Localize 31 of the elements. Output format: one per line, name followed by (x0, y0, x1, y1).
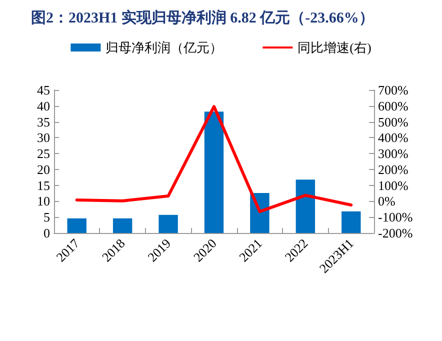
y-tick-label: 45 (37, 82, 50, 98)
bar (112, 218, 132, 233)
bar (296, 180, 316, 233)
x-tick-label: 2021 (236, 236, 266, 265)
line-series (75, 105, 353, 214)
y-tick-label: 40 (37, 98, 50, 114)
y-tick-label: 5 (44, 210, 50, 225)
legend-label: 同比增速(右) (298, 40, 372, 55)
y-tick-label: 15 (37, 178, 50, 193)
y-tick-label: 10 (37, 194, 50, 209)
y2-tick-label: -200% (378, 226, 413, 240)
y2-tick-label: 600% (378, 98, 408, 114)
y-tick-label: 25 (37, 146, 50, 162)
y2-tick-label: 700% (378, 82, 408, 98)
bar (67, 218, 86, 233)
y-tick-label: 20 (37, 162, 50, 177)
legend-label: 归母净利润（亿元） (106, 40, 223, 55)
y2-tick-label: -100% (378, 210, 413, 225)
y-tick-label: 35 (37, 114, 50, 130)
bar (204, 112, 224, 233)
chart-title: 图2：2023H1 实现归母净利润 6.82 亿元（-23.66%） (31, 8, 374, 26)
y2-tick-label: 0% (378, 194, 396, 209)
y2-tick-label: 100% (378, 178, 408, 193)
y2-tick-label: 500% (378, 114, 408, 130)
y2-tick-label: 200% (378, 162, 408, 177)
y-tick-label: 30 (37, 130, 50, 146)
y2-tick-label: 300% (378, 146, 408, 162)
y-tick-label: 0 (44, 226, 50, 240)
y2-tick-label: 400% (378, 130, 408, 146)
bar (342, 211, 361, 233)
bar (158, 214, 178, 233)
